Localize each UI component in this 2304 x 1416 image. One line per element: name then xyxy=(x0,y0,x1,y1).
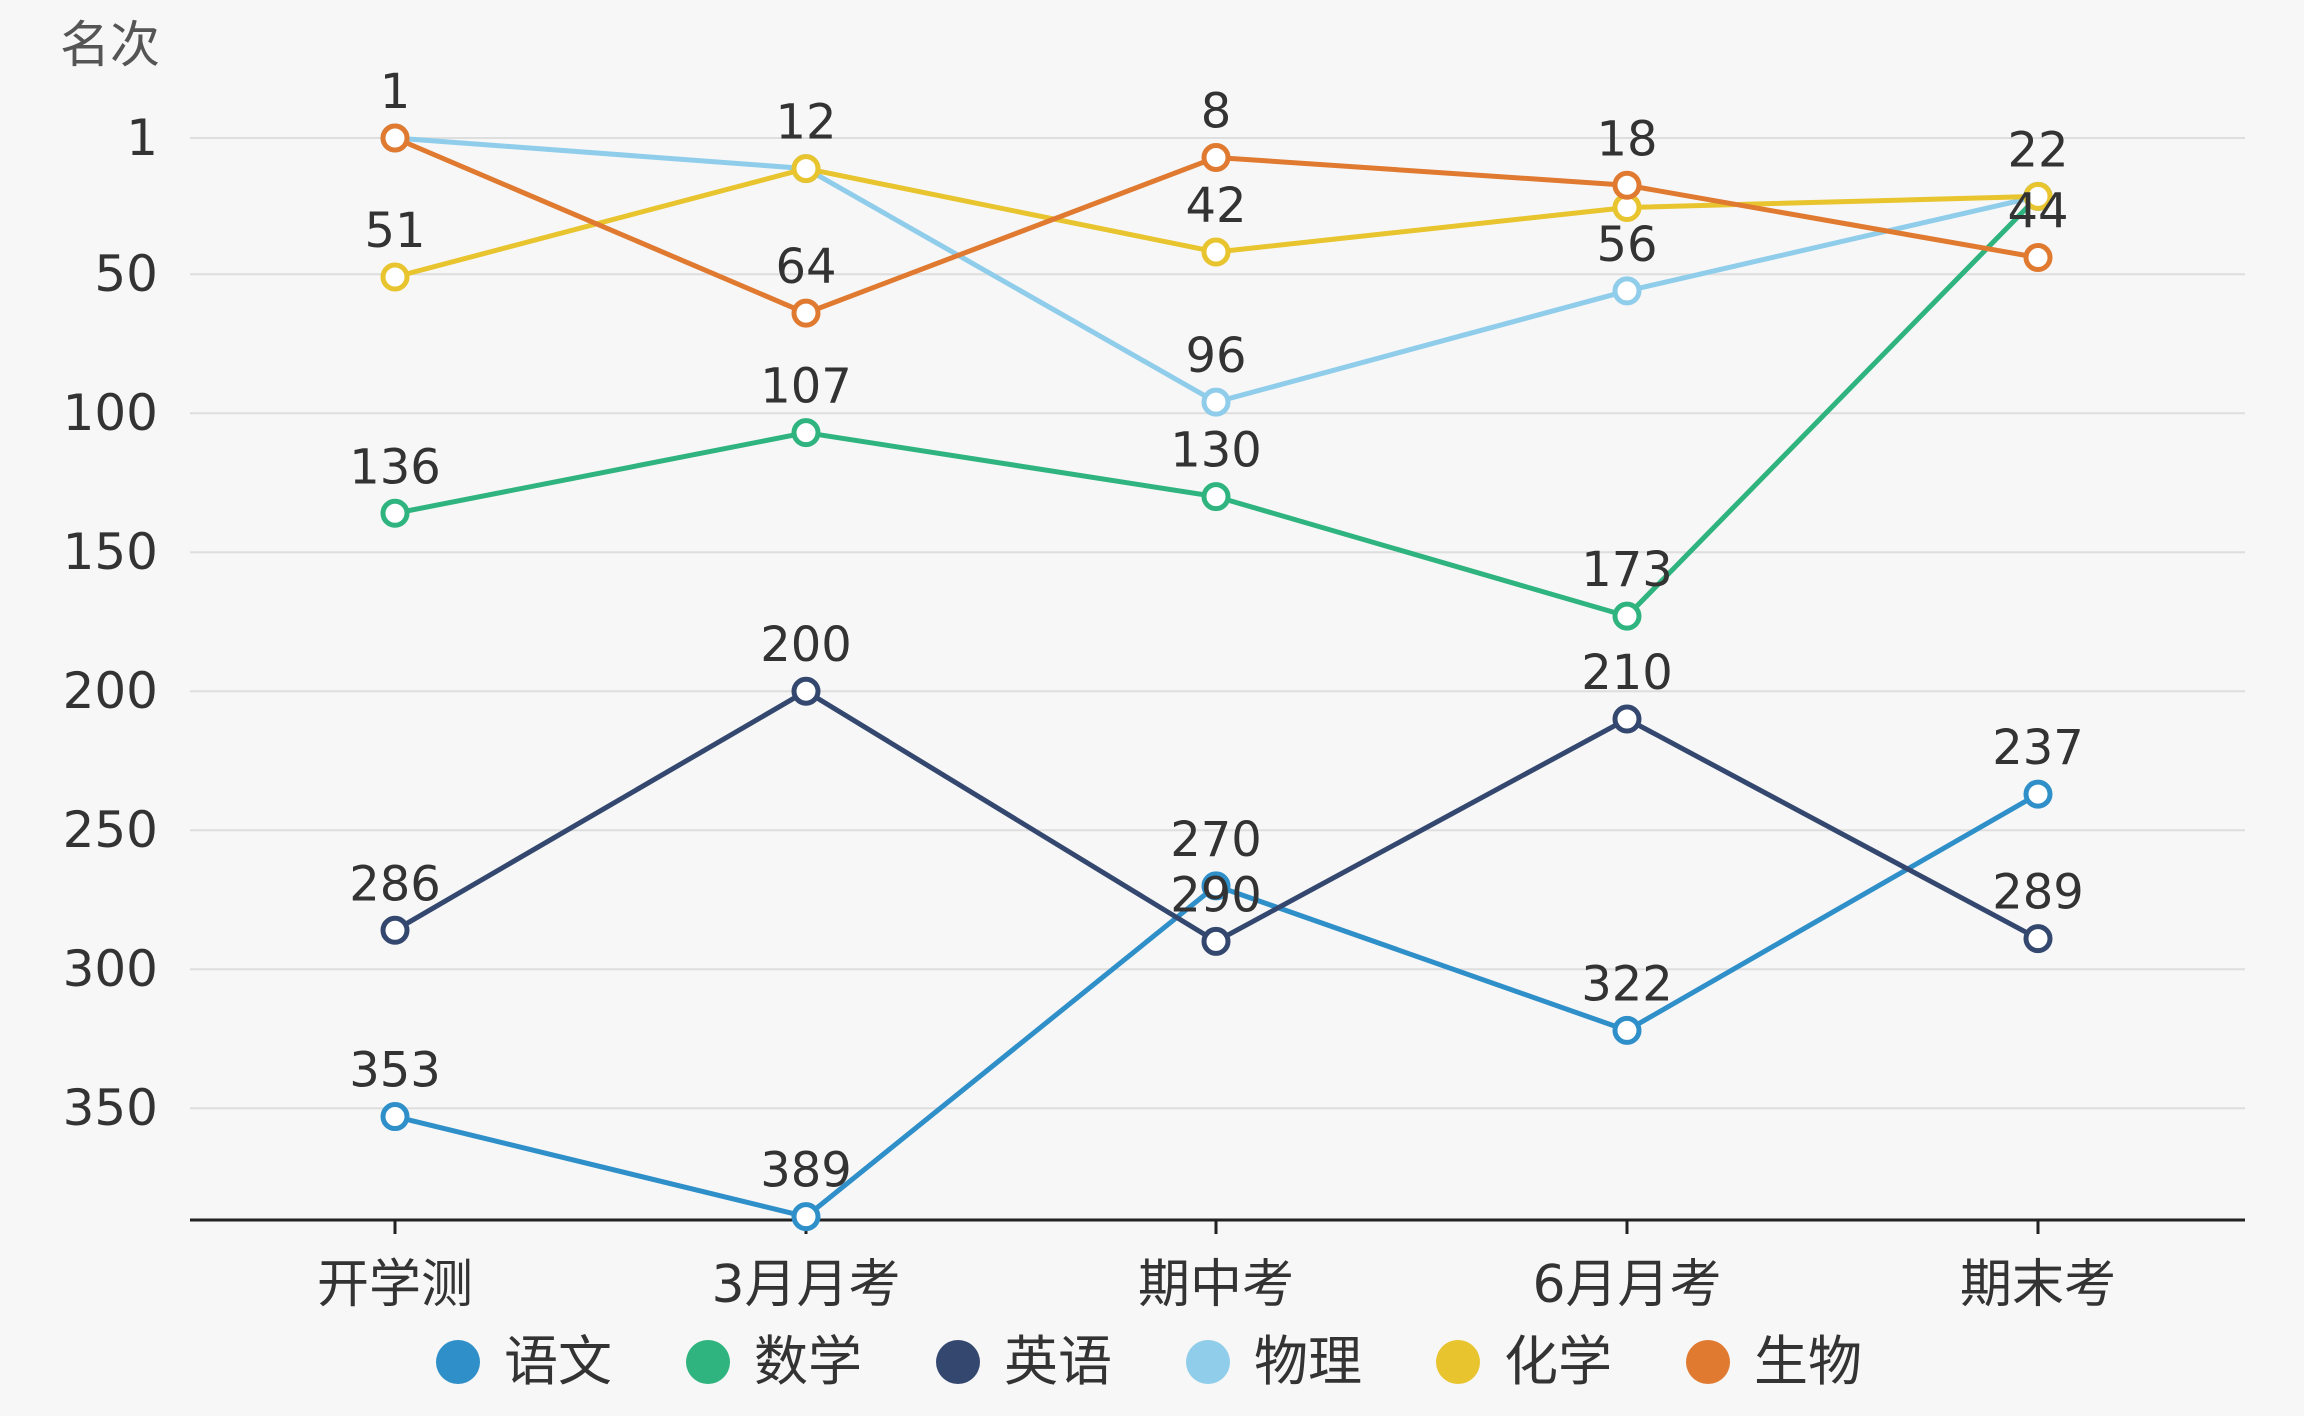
data-label: 353 xyxy=(349,1043,441,1099)
grid-lines xyxy=(190,137,2245,1110)
data-label: 22 xyxy=(2007,122,2068,178)
legend-label: 化学 xyxy=(1504,1330,1612,1393)
y-tick-label: 1 xyxy=(126,109,158,167)
data-point xyxy=(1201,142,1231,172)
legend-swatch xyxy=(686,1340,730,1384)
data-point xyxy=(791,418,821,448)
legend-swatch xyxy=(1186,1340,1230,1384)
y-tick-label: 250 xyxy=(63,801,158,859)
data-label: 200 xyxy=(760,617,852,673)
y-tick-label: 200 xyxy=(63,662,158,720)
data-label: 51 xyxy=(364,203,425,259)
y-tick-label: 50 xyxy=(94,245,158,303)
legend-swatch xyxy=(1686,1340,1730,1384)
data-point xyxy=(791,154,821,184)
series-2 xyxy=(380,676,2053,956)
legend-label: 语文 xyxy=(504,1330,612,1393)
legend-label: 物理 xyxy=(1254,1330,1362,1393)
data-point xyxy=(1612,170,1642,200)
data-point xyxy=(1612,1015,1642,1045)
data-label: 173 xyxy=(1581,542,1673,598)
data-label: 286 xyxy=(349,856,441,912)
y-tick-label: 300 xyxy=(63,940,158,998)
data-label: 237 xyxy=(1992,720,2084,776)
data-label: 270 xyxy=(1170,812,1262,868)
series-0 xyxy=(380,779,2053,1232)
y-axis-title: 名次 xyxy=(60,16,160,74)
legend-swatch xyxy=(1436,1340,1480,1384)
legend-item[interactable]: 化学 xyxy=(1436,1330,1612,1393)
data-label: 12 xyxy=(775,95,836,151)
legend-swatch xyxy=(436,1340,480,1384)
x-tick-label: 期中考 xyxy=(1138,1255,1294,1315)
data-point xyxy=(1201,871,1231,901)
data-point xyxy=(1201,237,1231,267)
legend: 语文 数学 英语 物理 化学 生物 xyxy=(436,1330,1862,1393)
series-5 xyxy=(380,123,2053,328)
data-label: 42 xyxy=(1185,178,1246,234)
y-tick-label: 350 xyxy=(63,1079,158,1137)
data-point xyxy=(380,1102,410,1132)
data-point xyxy=(1612,601,1642,631)
data-point xyxy=(1201,482,1231,512)
data-label: 64 xyxy=(775,239,836,295)
data-point xyxy=(791,298,821,328)
series-4 xyxy=(380,154,2053,292)
data-label: 44 xyxy=(2007,184,2068,240)
data-label: 389 xyxy=(760,1143,852,1199)
data-label: 8 xyxy=(1201,83,1232,139)
data-label: 289 xyxy=(1992,865,2084,921)
data-point xyxy=(791,1202,821,1232)
data-point xyxy=(380,262,410,292)
x-tick-label: 开学测 xyxy=(317,1255,473,1315)
y-tick-label: 150 xyxy=(63,523,158,581)
series-lines xyxy=(380,123,2053,1232)
data-point xyxy=(380,498,410,528)
legend-swatch xyxy=(936,1340,980,1384)
data-point xyxy=(1612,704,1642,734)
data-label: 18 xyxy=(1596,111,1657,167)
data-point xyxy=(1201,926,1231,956)
data-point xyxy=(2023,779,2053,809)
data-label: 322 xyxy=(1581,956,1673,1012)
data-point xyxy=(380,915,410,945)
x-tick-label: 期末考 xyxy=(1960,1255,2116,1315)
data-label: 136 xyxy=(349,439,441,495)
data-point xyxy=(1612,276,1642,306)
legend-item[interactable]: 物理 xyxy=(1186,1330,1362,1393)
data-point xyxy=(2023,243,2053,273)
x-tick-label: 6月月考 xyxy=(1532,1255,1721,1315)
legend-label: 数学 xyxy=(754,1330,862,1393)
data-label: 56 xyxy=(1596,217,1657,273)
legend-item[interactable]: 语文 xyxy=(436,1330,612,1393)
legend-item[interactable]: 英语 xyxy=(936,1330,1112,1393)
data-point xyxy=(2023,181,2053,211)
data-label: 1 xyxy=(380,64,411,120)
legend-item[interactable]: 生物 xyxy=(1686,1330,1862,1393)
data-point xyxy=(380,123,410,153)
data-label: 96 xyxy=(1185,328,1246,384)
legend-label: 英语 xyxy=(1004,1330,1112,1393)
legend-label: 生物 xyxy=(1754,1330,1862,1393)
data-label: 130 xyxy=(1170,423,1262,479)
data-label: 210 xyxy=(1581,645,1673,701)
legend-item[interactable]: 数学 xyxy=(686,1330,862,1393)
y-tick-label: 100 xyxy=(63,384,158,442)
data-label: 290 xyxy=(1170,867,1262,923)
x-tick-label: 3月月考 xyxy=(711,1255,900,1315)
data-point xyxy=(791,676,821,706)
data-point xyxy=(1201,387,1231,417)
data-label: 107 xyxy=(760,359,852,415)
data-point xyxy=(2023,924,2053,954)
